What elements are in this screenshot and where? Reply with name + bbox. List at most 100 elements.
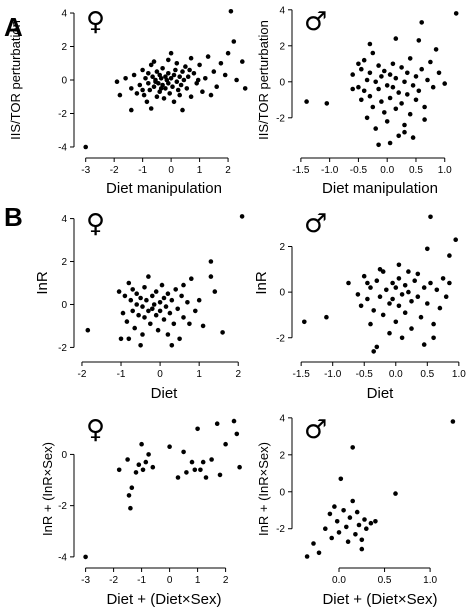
data-point [353,532,358,537]
data-point [324,314,329,320]
data-point [148,106,154,111]
data-point [138,295,143,301]
data-point [354,509,360,515]
data-point [170,84,175,89]
data-point [167,91,172,96]
data-point [409,326,414,331]
data-point [396,276,402,281]
data-point [138,343,143,348]
data-point [362,517,367,522]
data-point [114,79,120,84]
data-point [399,101,404,106]
data-point [402,283,408,288]
data-point [184,86,190,91]
x-tick-label: 0.5 [378,575,392,586]
x-tick-label: 0.0 [332,575,346,586]
data-point [390,84,396,90]
y-tick-label: 0 [61,300,67,311]
data-point [447,280,452,286]
data-point [368,285,373,290]
data-point [165,291,171,297]
data-point [437,305,443,311]
data-point [118,336,124,342]
data-point [356,84,361,90]
x-tick-label: 2 [235,369,241,380]
data-point [134,302,139,307]
data-point [180,107,185,113]
data-point [171,72,177,78]
data-point [377,294,383,300]
data-point [187,67,192,73]
x-tick-label: -3 [81,575,90,586]
data-point [187,321,192,327]
data-point [177,92,182,98]
x-tick-label: -2 [78,369,87,380]
x-tick-label: 2 [225,165,231,176]
data-point [132,325,137,331]
data-point [410,83,416,88]
data-point [242,86,248,91]
data-point [370,104,376,110]
data-point [393,75,399,81]
data-point [125,457,130,462]
data-point [141,92,147,98]
data-point [396,303,402,309]
data-point [442,81,448,86]
data-point [181,77,187,83]
data-point [163,304,169,309]
data-point [195,77,201,83]
data-point [443,294,449,300]
data-point [406,269,411,274]
data-point [173,287,178,292]
scatter-chart-a-male: -1.5 -1.0 -0.5 0.0 0.5 1.0 -2 0 2 4 Diet manipulat… [256,5,459,197]
data-point [396,262,402,268]
data-point [415,294,421,300]
male-symbol-icon: ♂ [304,7,327,37]
data-point [364,526,369,531]
data-point [384,287,389,293]
data-point [173,67,178,73]
data-point [200,323,206,329]
data-point [361,57,367,63]
data-point [365,280,370,286]
data-point [393,106,399,112]
y-tick-label: 4 [279,413,285,424]
data-point [453,237,459,242]
data-point [157,300,163,305]
data-point [428,59,433,65]
data-point [311,541,316,546]
data-point [428,214,433,220]
data-point [174,61,180,66]
data-point [134,291,139,297]
x-tick-label: 0 [157,369,163,380]
data-point [154,69,160,74]
data-point [364,115,370,121]
x-tick-label: -1 [138,165,147,176]
scatter-chart-a-female: -3 -2 -1 0 1 2 -4 -2 0 2 4 Diet manipulation IIS/TOR… [8,7,248,197]
data-point [154,94,160,99]
data-point [422,117,427,122]
data-point [197,62,202,68]
data-point [410,135,416,140]
data-point [188,55,194,61]
data-point [146,274,151,279]
data-point [338,476,344,482]
data-point [234,77,239,83]
data-point [209,457,214,462]
data-point [208,274,214,279]
data-point [376,63,381,68]
male-symbol-icon: ♂ [304,209,327,239]
data-point [168,76,174,81]
data-point [157,308,163,314]
data-point [425,301,430,306]
data-point [304,554,310,559]
data-point [133,470,139,475]
data-point [168,50,174,56]
y-tick-label: -2 [58,343,67,354]
data-point [387,330,392,336]
data-point [218,61,224,66]
data-point [393,319,399,325]
data-point [336,530,342,535]
data-point [373,126,379,131]
